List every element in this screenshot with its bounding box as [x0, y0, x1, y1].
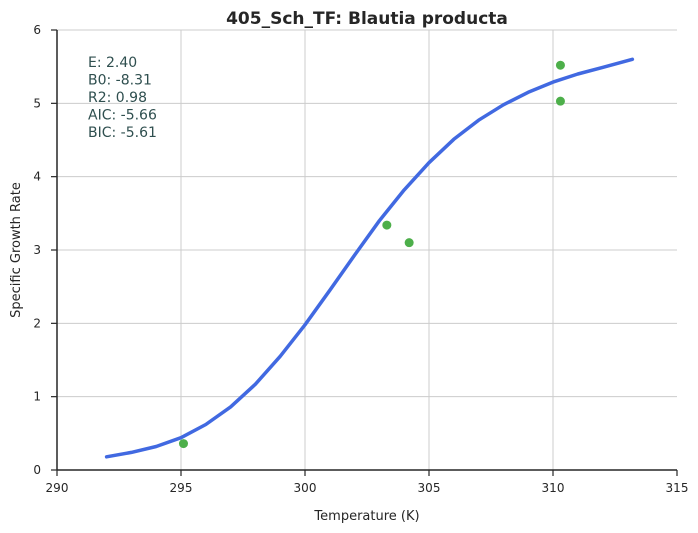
- y-tick-label: 0: [33, 463, 41, 477]
- x-tick-label: 310: [542, 481, 565, 495]
- chart-title: 405_Sch_TF: Blautia producta: [226, 9, 508, 29]
- grid: [57, 29, 677, 470]
- y-tick-label: 3: [33, 243, 41, 257]
- x-tick-label: 305: [418, 481, 441, 495]
- data-point: [382, 220, 392, 230]
- data-point: [555, 60, 565, 70]
- x-tick-label: 300: [294, 481, 317, 495]
- stat-line: E: 2.40: [88, 55, 137, 71]
- y-tick-label: 2: [33, 316, 41, 330]
- fit-curve-layer: [104, 57, 635, 459]
- x-tick-label: 290: [46, 481, 69, 495]
- fit-curve: [104, 57, 635, 459]
- y-tick-label: 6: [33, 23, 41, 37]
- stat-line: BIC: -5.61: [88, 125, 157, 141]
- y-tick-label: 1: [33, 390, 41, 404]
- x-tick-labels: 290 295 300 305 310 315: [46, 481, 689, 495]
- axes: [51, 29, 678, 476]
- x-tick-label: 315: [666, 481, 689, 495]
- data-point: [404, 238, 414, 248]
- data-point: [178, 439, 188, 449]
- x-tick-label: 295: [170, 481, 193, 495]
- stat-line: B0: -8.31: [88, 73, 152, 89]
- y-tick-labels: 0 1 2 3 4 5 6: [33, 23, 41, 477]
- stat-line: R2: 0.98: [88, 90, 147, 106]
- x-axis-label: Temperature (K): [313, 509, 419, 524]
- data-point: [555, 96, 565, 106]
- y-tick-label: 4: [33, 170, 41, 184]
- stat-line: AIC: -5.66: [88, 108, 157, 124]
- points-layer: [178, 60, 565, 449]
- y-tick-label: 5: [33, 96, 41, 110]
- y-axis-label: Specific Growth Rate: [9, 182, 24, 318]
